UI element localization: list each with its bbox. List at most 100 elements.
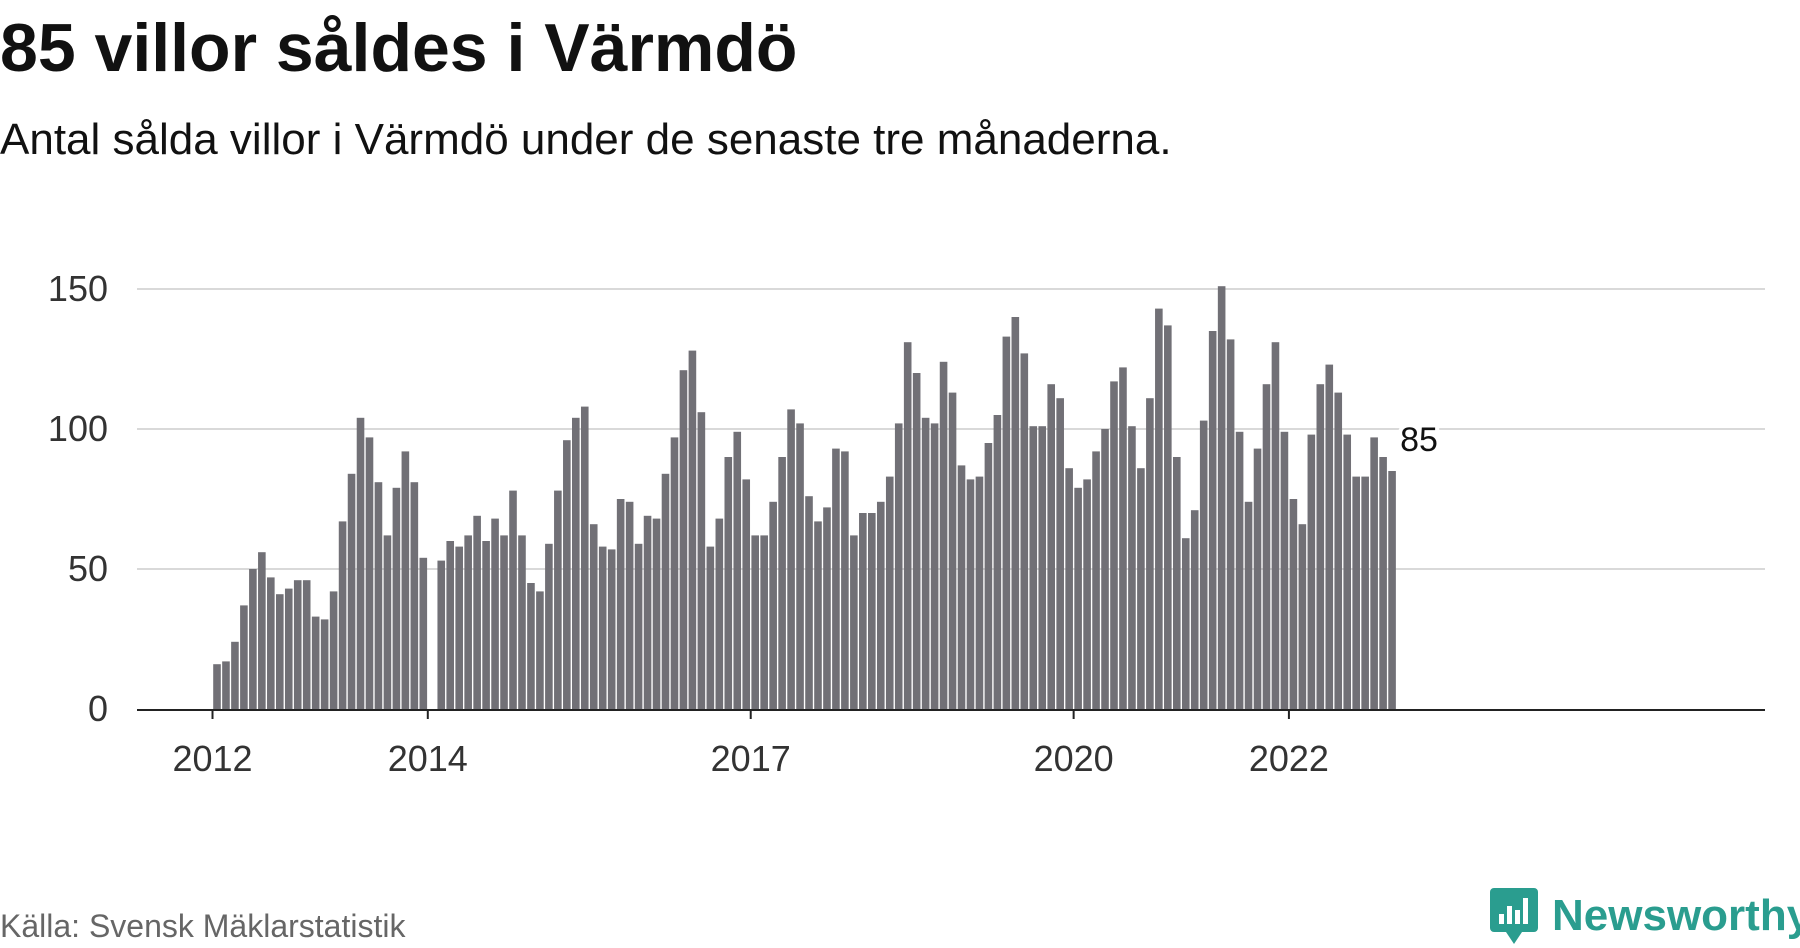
bar [1235,431,1244,709]
bar [1164,325,1172,709]
bar [1020,353,1029,709]
bar [329,591,338,709]
bar [1388,471,1396,709]
x-tick-label: 2012 [172,738,252,779]
bar [500,535,508,709]
bar [688,350,697,709]
bar [1190,510,1199,709]
bar [1038,426,1047,709]
bar [347,473,356,709]
bar [293,580,302,709]
bar [1280,431,1289,709]
bar [742,479,751,709]
bar [356,417,365,709]
bar [1047,384,1056,709]
x-tick-label: 2017 [711,738,791,779]
bar [464,535,472,709]
bar [580,406,589,709]
bar [1137,468,1145,709]
bar [249,569,257,709]
bar [536,591,544,709]
bar [939,361,948,709]
bar [733,431,742,709]
bar [446,541,455,709]
bar [769,501,777,709]
bar [1011,317,1020,709]
bar [545,543,553,709]
bar [1128,426,1136,709]
bar [697,412,706,709]
y-tick-label: 100 [48,408,108,449]
bar [876,501,885,709]
bar [267,577,275,709]
bar [1208,331,1217,709]
bar [715,518,724,709]
bar [1181,538,1190,709]
brand-logo-group[interactable]: Newsworthy [1490,885,1800,947]
bar [670,437,679,709]
bar [275,594,284,709]
bar [1119,367,1127,709]
bar [885,476,894,709]
bar [957,465,966,709]
bar [1092,451,1100,709]
bar [392,487,401,709]
bar [1199,420,1208,709]
bar [554,490,562,709]
x-tick-label: 2022 [1249,738,1329,779]
bar [643,515,652,709]
bar [921,417,930,709]
bar [572,417,580,709]
bar [652,518,661,709]
bar [1262,384,1271,709]
bar [787,409,795,709]
bar [311,616,320,709]
bar [841,451,849,709]
bar [1110,381,1118,709]
bar [912,373,921,709]
x-axis-ticks: 2012 2014 2017 2020 2022 [172,710,1329,779]
bar [365,437,374,709]
y-tick-label: 150 [48,268,108,309]
bar [437,560,446,709]
x-tick-label: 2020 [1034,738,1114,779]
bar [1307,434,1316,709]
bar [778,457,786,709]
bar [374,482,383,709]
bars [213,286,1396,709]
bar [1226,339,1235,709]
bar [966,479,975,709]
bar [1352,476,1360,709]
bar [850,535,858,709]
bar [320,619,329,709]
bar [1065,468,1073,709]
chart-subtitle: Antal sålda villor i Värmdö under de sen… [0,115,1172,164]
bar [930,423,939,709]
bar [1101,429,1109,709]
bar [563,440,571,709]
bar [383,535,392,709]
bar [1253,448,1262,709]
bar [859,513,867,709]
y-tick-label: 50 [68,548,108,589]
y-tick-label: 0 [88,688,108,729]
bar [1343,434,1352,709]
bar [796,423,804,709]
bar [760,535,768,709]
data-label-halo: 85 [1400,421,1438,459]
bar [455,546,463,709]
bar [1289,499,1298,709]
bar [706,546,715,709]
bar [1334,392,1343,709]
bar [240,605,248,709]
bar [993,415,1002,709]
bar [751,535,759,709]
bar [679,370,688,709]
bar [823,507,831,709]
bar [401,451,410,709]
bar [1271,342,1280,709]
bar [661,473,670,709]
bar [1379,457,1387,709]
bar [1361,476,1369,709]
